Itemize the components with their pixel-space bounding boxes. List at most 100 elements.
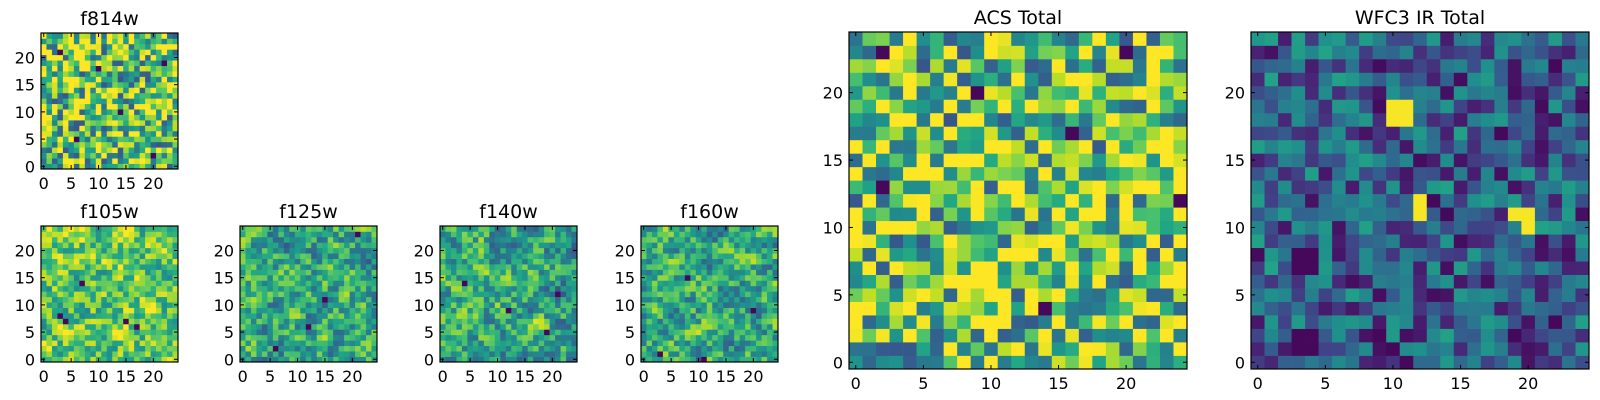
heatmap-cell: [294, 291, 301, 298]
heatmap-cell: [662, 258, 669, 265]
heatmap-cell: [889, 153, 904, 168]
heatmap-cell: [1494, 193, 1509, 208]
heatmap-cell: [106, 356, 113, 363]
heatmap-cell: [101, 109, 108, 115]
heatmap-cell: [172, 87, 179, 94]
heatmap-cell: [101, 38, 108, 45]
heatmap-cell: [256, 236, 263, 243]
heatmap-cell: [46, 356, 53, 363]
heatmap-cell: [41, 60, 47, 66]
heatmap-cell: [1359, 207, 1374, 222]
heatmap-cell: [62, 120, 69, 126]
heatmap-cell: [267, 323, 274, 330]
heatmap-cell: [1132, 355, 1147, 370]
heatmap-cell: [294, 264, 301, 270]
heatmap-cell: [261, 340, 268, 347]
heatmap-cell: [322, 231, 329, 238]
heatmap-cell: [467, 280, 474, 287]
x-tick-label: 20: [1116, 374, 1136, 393]
heatmap-cell: [1575, 32, 1590, 46]
heatmap-cell: [261, 302, 268, 308]
heatmap-cell: [1332, 288, 1346, 302]
heatmap-cell: [739, 264, 746, 270]
heatmap-cell: [1467, 301, 1482, 316]
heatmap-cell: [756, 274, 762, 281]
heatmap-cell: [1386, 99, 1401, 114]
heatmap-cell: [472, 345, 479, 352]
heatmap-cell: [1305, 85, 1319, 100]
heatmap-cell: [1119, 193, 1134, 208]
heatmap-cell: [1065, 180, 1080, 195]
heatmap-cell: [261, 231, 268, 238]
heatmap-cell: [305, 247, 312, 254]
heatmap-cell: [267, 318, 274, 325]
heatmap-cell: [571, 334, 578, 341]
heatmap-cell: [862, 288, 877, 302]
heatmap-cell: [150, 351, 157, 357]
heatmap-cell: [544, 231, 550, 238]
heatmap-cell: [1440, 180, 1455, 195]
heatmap-cell: [1359, 328, 1374, 343]
heatmap-cell: [51, 280, 58, 287]
heatmap-cell: [240, 264, 246, 270]
heatmap-cell: [1507, 180, 1522, 195]
heatmap-cell: [101, 163, 108, 170]
heatmap-cell: [1561, 32, 1576, 46]
heatmap-cell: [95, 247, 102, 254]
heatmap-cell: [516, 247, 523, 254]
heatmap-cell: [440, 318, 446, 325]
heatmap-cell: [734, 313, 740, 319]
heatmap-cell: [311, 269, 318, 276]
heatmap-cell: [1467, 153, 1482, 168]
heatmap-cell: [500, 307, 507, 314]
heatmap-cell: [560, 307, 567, 314]
heatmap-cell: [555, 247, 561, 254]
heatmap-cell: [1318, 139, 1333, 154]
heatmap-cell: [1359, 247, 1374, 262]
heatmap-cell: [555, 307, 561, 314]
heatmap-cell: [289, 345, 296, 352]
heatmap-cell: [440, 351, 446, 357]
heatmap-cell: [1173, 153, 1188, 168]
heatmap-cell: [1426, 247, 1441, 262]
heatmap-cell: [117, 87, 124, 94]
heatmap-cell: [1318, 207, 1333, 222]
heatmap-cell: [555, 236, 561, 243]
y-tick-label: 5: [25, 323, 35, 342]
heatmap-cell: [57, 280, 64, 287]
heatmap-cell: [1440, 166, 1455, 181]
heatmap-cell: [41, 125, 47, 132]
heatmap-cell: [943, 99, 958, 114]
heatmap-cell: [1440, 220, 1455, 235]
heatmap-cell: [128, 114, 135, 121]
heatmap-cell: [316, 318, 323, 325]
heatmap-cell: [957, 99, 972, 114]
heatmap-cell: [1132, 85, 1147, 100]
heatmap-cell: [79, 351, 86, 357]
heatmap-cell: [1386, 193, 1401, 208]
heatmap-cell: [1440, 342, 1455, 356]
heatmap-cell: [717, 351, 724, 357]
heatmap-cell: [745, 258, 751, 265]
heatmap-cell: [767, 258, 773, 265]
heatmap-cell: [272, 329, 279, 336]
heatmap-cell: [167, 247, 173, 254]
heatmap-cell: [1561, 261, 1576, 275]
heatmap-cell: [450, 253, 457, 259]
heatmap-cell: [371, 253, 378, 259]
heatmap-cell: [1440, 139, 1455, 154]
heatmap-cell: [1453, 112, 1468, 127]
heatmap-cell: [327, 318, 334, 325]
heatmap-cell: [930, 58, 944, 73]
heatmap-cell: [150, 81, 157, 88]
heatmap-cell: [106, 247, 113, 254]
heatmap-cell: [1453, 99, 1468, 114]
heatmap-cell: [761, 318, 768, 325]
heatmap-cell: [73, 33, 80, 39]
heatmap-cell: [695, 285, 702, 292]
heatmap-cell: [338, 253, 345, 259]
heatmap-cell: [695, 329, 702, 336]
heatmap-cell: [123, 231, 130, 238]
heatmap-cell: [90, 302, 97, 308]
heatmap-cell: [145, 158, 151, 164]
